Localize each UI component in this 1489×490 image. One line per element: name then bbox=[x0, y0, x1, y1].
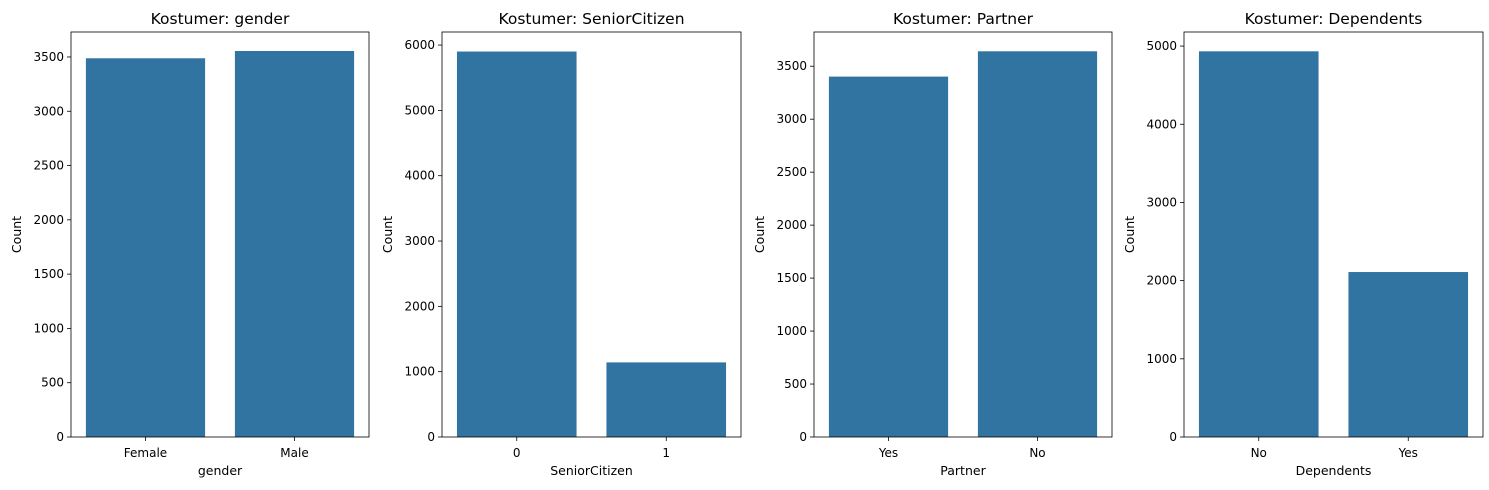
y-tick-label: 500 bbox=[41, 376, 64, 390]
y-tick-label: 1000 bbox=[1146, 352, 1177, 366]
y-tick-label: 6000 bbox=[404, 38, 435, 52]
y-axis-label: Count bbox=[9, 216, 24, 253]
bar-no bbox=[977, 51, 1098, 437]
y-tick-label: 0 bbox=[56, 430, 64, 444]
x-axis-label: Dependents bbox=[1296, 463, 1372, 478]
axes-frame bbox=[1183, 31, 1484, 438]
bar-male bbox=[234, 51, 355, 437]
y-axis-label: Count bbox=[1122, 216, 1137, 253]
x-tick-label: Female bbox=[124, 446, 167, 460]
y-tick-label: 2000 bbox=[776, 218, 807, 232]
y-tick-label: 3000 bbox=[1146, 195, 1177, 209]
y-tick-label: 5000 bbox=[404, 103, 435, 117]
axes-frame bbox=[441, 31, 742, 438]
x-tick-label: No bbox=[1029, 446, 1045, 460]
subplot-4: No Yes 0 1000 2000 3000 4000 5000 Kostumer: Depe… bbox=[1122, 10, 1484, 478]
y-tick-label: 1000 bbox=[776, 324, 807, 338]
y-tick-label: 0 bbox=[427, 430, 435, 444]
chart-title: Kostumer: SeniorCitizen bbox=[498, 10, 684, 28]
axes-frame bbox=[813, 31, 1113, 438]
x-tick-label: 0 bbox=[513, 446, 521, 460]
y-tick-label: 2000 bbox=[404, 299, 435, 313]
bar-1 bbox=[606, 362, 727, 437]
y-tick-label: 500 bbox=[784, 377, 807, 391]
y-tick-label: 5000 bbox=[1146, 39, 1177, 53]
subplot-3: Yes No 0 500 1000 1500 2000 2500 3000 3500 Kostume… bbox=[752, 10, 1113, 478]
y-tick-label: 0 bbox=[799, 430, 807, 444]
y-axis-label: Count bbox=[752, 216, 767, 253]
x-tick-label: Male bbox=[280, 446, 308, 460]
x-tick-label: Yes bbox=[878, 446, 898, 460]
chart-title: Kostumer: Dependents bbox=[1245, 10, 1423, 28]
subplot-1: Female Male 0 500 1000 1500 2000 2500 3000 3500 Ko… bbox=[9, 10, 370, 478]
y-tick-label: 2000 bbox=[33, 213, 64, 227]
y-tick-label: 1000 bbox=[33, 321, 64, 335]
y-tick-label: 2000 bbox=[1146, 274, 1177, 288]
bar-yes bbox=[828, 76, 949, 437]
chart-title: Kostumer: gender bbox=[151, 10, 290, 28]
y-tick-label: 1500 bbox=[776, 271, 807, 285]
y-tick-label: 3000 bbox=[776, 112, 807, 126]
y-tick-label: 4000 bbox=[1146, 117, 1177, 131]
chart-title: Kostumer: Partner bbox=[893, 10, 1034, 28]
bar-0 bbox=[456, 51, 577, 437]
x-tick-label: 1 bbox=[662, 446, 670, 460]
x-axis-label: gender bbox=[198, 463, 243, 478]
bar-no bbox=[1198, 51, 1319, 438]
y-tick-label: 2500 bbox=[33, 159, 64, 173]
y-tick-label: 1500 bbox=[33, 267, 64, 281]
y-tick-label: 4000 bbox=[404, 169, 435, 183]
y-tick-label: 3000 bbox=[33, 104, 64, 118]
x-tick-label: Yes bbox=[1398, 446, 1418, 460]
y-tick-label: 2500 bbox=[776, 165, 807, 179]
y-tick-label: 0 bbox=[1169, 430, 1177, 444]
bar-female bbox=[85, 58, 206, 438]
y-tick-label: 3500 bbox=[776, 59, 807, 73]
x-axis-label: Partner bbox=[940, 463, 986, 478]
y-axis-label: Count bbox=[380, 216, 395, 253]
y-tick-label: 3500 bbox=[33, 50, 64, 64]
axes-frame bbox=[70, 31, 370, 438]
x-axis-label: SeniorCitizen bbox=[550, 463, 633, 478]
x-tick-label: No bbox=[1251, 446, 1267, 460]
y-tick-label: 3000 bbox=[404, 234, 435, 248]
subplot-2: 0 1 0 1000 2000 3000 4000 5000 6000 Kostumer: Sen… bbox=[380, 10, 742, 478]
bar-yes bbox=[1348, 272, 1469, 437]
y-tick-label: 1000 bbox=[404, 365, 435, 379]
